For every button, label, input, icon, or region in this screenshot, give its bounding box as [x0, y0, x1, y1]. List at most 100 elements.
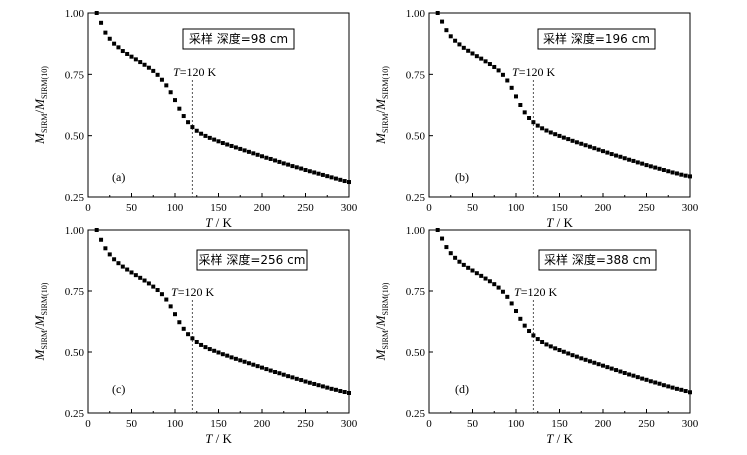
y-tick-label: 0.25 [65, 192, 85, 204]
x-axis-unit: / K [553, 431, 573, 446]
data-point [461, 262, 466, 267]
y-tick-label: 0.25 [65, 408, 85, 420]
data-point [683, 173, 688, 178]
x-tick-label: 250 [297, 418, 314, 430]
data-point [125, 51, 130, 56]
data-point [653, 380, 658, 385]
data-point [544, 342, 549, 347]
y-axis-var-main: M [373, 132, 388, 145]
depth-label: 采样 深度=98 cm [189, 31, 288, 46]
data-point [212, 348, 217, 353]
data-point [338, 389, 343, 394]
data-point [199, 342, 204, 347]
x-tick-label: 250 [638, 418, 655, 430]
data-point [203, 133, 208, 138]
data-point [627, 157, 632, 162]
data-point [483, 276, 488, 281]
data-point [107, 36, 112, 41]
data-point [574, 140, 579, 145]
data-point [333, 387, 338, 392]
depth-box [196, 249, 308, 271]
data-point [142, 62, 147, 67]
data-point [622, 156, 627, 161]
data-point [333, 176, 338, 181]
t-line-var: T [514, 285, 522, 299]
data-point [190, 125, 195, 130]
data-point [470, 268, 475, 273]
data-point [561, 349, 566, 354]
panel-a: 0 50 100 150 200 250 300 0.25 0.50 0.75 1.00 T / K M… [32, 8, 358, 230]
data-point [670, 385, 675, 390]
data-point [186, 120, 191, 125]
x-tick-label: 200 [595, 202, 612, 214]
data-point [518, 316, 523, 321]
data-point [453, 38, 458, 43]
data-point [307, 380, 312, 385]
data-point [251, 151, 256, 156]
data-point [120, 49, 125, 54]
data-point [320, 172, 325, 177]
data-point [246, 149, 251, 154]
x-tick-label: 0 [85, 202, 91, 214]
data-point [281, 161, 286, 166]
data-point [103, 30, 108, 35]
y-tick-label: 0.50 [65, 131, 85, 143]
data-point [522, 323, 527, 328]
data-point [492, 282, 497, 287]
data-point [312, 170, 317, 175]
data-point [618, 154, 623, 159]
data-point [535, 337, 540, 342]
y-axis-title: MSIRM/MSIRM(10) [32, 282, 49, 361]
data-point [500, 289, 505, 294]
x-tick-label: 300 [341, 202, 358, 214]
data-point [474, 271, 479, 276]
data-point [347, 180, 351, 185]
data-point [583, 143, 588, 148]
x-tick-label: 100 [167, 418, 184, 430]
data-point [286, 374, 291, 379]
x-tick-label: 200 [254, 202, 271, 214]
y-axis-sub-main: SIRM [40, 113, 49, 133]
data-point [661, 383, 666, 388]
data-point [635, 160, 640, 165]
data-point [470, 51, 475, 56]
data-point [688, 174, 692, 179]
data-point [242, 359, 247, 364]
data-point [125, 267, 130, 272]
data-point [303, 379, 308, 384]
data-point [531, 333, 536, 338]
data-point [129, 54, 134, 59]
data-point [229, 143, 234, 148]
x-tick-label: 300 [682, 418, 699, 430]
data-point [233, 356, 238, 361]
data-point [268, 156, 273, 161]
data-point [290, 375, 295, 380]
data-point [453, 255, 458, 260]
data-point [203, 345, 208, 350]
data-point [120, 264, 125, 269]
t-line-value: =120 K [521, 285, 558, 299]
data-point [587, 359, 592, 364]
data-point [509, 301, 514, 306]
data-point [103, 246, 108, 251]
data-point [614, 368, 619, 373]
y-axis-sub-main: SIRM [40, 330, 49, 350]
x-tick-label: 50 [126, 418, 138, 430]
data-point [483, 59, 488, 64]
y-axis-sep: / [32, 109, 47, 113]
t-line-label: T=120 K [512, 65, 555, 79]
data-point [574, 354, 579, 359]
y-axis-sub-ref: SIRM(10) [381, 282, 390, 315]
data-point [347, 390, 351, 395]
data-point [168, 90, 173, 95]
t-line-label: T=120 K [171, 285, 214, 299]
data-point [679, 172, 684, 177]
y-tick-label: 1.00 [65, 8, 85, 20]
x-tick-label: 200 [254, 418, 271, 430]
y-tick-label: 0.25 [406, 408, 426, 420]
data-point [514, 94, 518, 99]
data-point [260, 365, 264, 370]
x-tick-label: 300 [682, 202, 699, 214]
data-point [233, 145, 238, 150]
data-point [461, 45, 466, 50]
